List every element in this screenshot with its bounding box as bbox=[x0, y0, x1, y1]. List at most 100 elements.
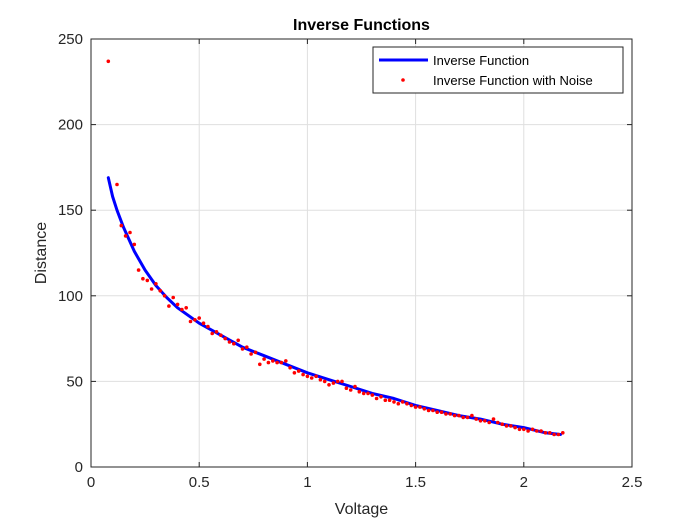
noise-point bbox=[366, 391, 370, 396]
noise-point bbox=[392, 400, 396, 404]
noise-point bbox=[115, 182, 119, 187]
noise-point bbox=[271, 359, 275, 363]
legend-point-swatch bbox=[401, 78, 405, 82]
noise-point bbox=[305, 374, 310, 379]
noise-point bbox=[457, 413, 461, 418]
noise-point bbox=[474, 417, 479, 421]
noise-point bbox=[318, 377, 323, 382]
noise-point bbox=[253, 350, 258, 355]
noise-point bbox=[275, 360, 279, 365]
noise-point bbox=[292, 371, 297, 375]
noise-point bbox=[236, 338, 240, 343]
noise-point bbox=[405, 401, 409, 406]
noise-point bbox=[136, 268, 141, 272]
noise-point bbox=[171, 295, 175, 300]
noise-point bbox=[249, 352, 253, 356]
noise-point bbox=[154, 282, 158, 286]
y-tick-label: 50 bbox=[66, 373, 83, 390]
noise-point bbox=[374, 396, 379, 401]
series-line-inverse-function bbox=[106, 176, 563, 436]
noise-point bbox=[106, 59, 111, 64]
noise-point bbox=[167, 304, 171, 308]
y-tick-label: 250 bbox=[58, 31, 83, 48]
noise-point bbox=[309, 376, 314, 380]
noise-point bbox=[258, 362, 262, 367]
y-tick-label: 100 bbox=[58, 288, 83, 305]
noise-point bbox=[396, 401, 401, 406]
noise-point bbox=[227, 340, 232, 344]
noise-point bbox=[370, 393, 375, 397]
noise-point bbox=[301, 372, 305, 377]
noise-point bbox=[206, 324, 210, 329]
noise-point bbox=[483, 419, 487, 423]
legend-box bbox=[372, 46, 624, 94]
noise-point bbox=[145, 278, 150, 283]
ticks: 0 0.5 1 1.5 2 2.5 0 50 100 150 200 250 bbox=[58, 31, 642, 491]
noise-point bbox=[379, 395, 383, 399]
noise-point bbox=[413, 405, 418, 409]
noise-point bbox=[223, 336, 227, 341]
legend-label-inverse-function-with-noise: Inverse Function with Noise bbox=[433, 73, 593, 88]
noise-point bbox=[344, 386, 349, 391]
noise-point bbox=[539, 429, 543, 433]
noise-point bbox=[296, 369, 301, 373]
noise-point bbox=[232, 341, 236, 346]
noise-point bbox=[162, 294, 167, 298]
noise-point bbox=[197, 316, 201, 320]
noise-point bbox=[262, 357, 266, 361]
noise-point bbox=[526, 429, 530, 433]
noise-point bbox=[409, 403, 414, 408]
noise-point bbox=[496, 420, 500, 425]
legend: Inverse Function Inverse Function with N… bbox=[372, 46, 624, 94]
noise-point bbox=[348, 388, 353, 392]
noise-point bbox=[383, 398, 388, 403]
plot-frame bbox=[90, 38, 633, 468]
noise-point bbox=[214, 330, 219, 334]
noise-point bbox=[361, 391, 366, 396]
noise-point bbox=[504, 424, 509, 428]
noise-point bbox=[119, 223, 124, 228]
noise-point bbox=[400, 400, 405, 404]
noise-point bbox=[426, 408, 431, 413]
noise-point bbox=[543, 431, 548, 435]
chart-title: Inverse Functions bbox=[293, 17, 430, 34]
noise-point bbox=[331, 381, 336, 385]
noise-point bbox=[530, 427, 535, 432]
noise-point bbox=[461, 415, 466, 420]
noise-point bbox=[149, 287, 154, 291]
noise-point bbox=[175, 302, 180, 307]
x-tick-label: 2 bbox=[520, 474, 528, 491]
noise-point bbox=[314, 374, 318, 379]
x-tick-label: 2.5 bbox=[622, 474, 643, 491]
noise-point bbox=[240, 347, 245, 351]
noise-point bbox=[284, 359, 288, 363]
x-axis-label: Voltage bbox=[335, 501, 388, 518]
noise-point bbox=[431, 408, 435, 413]
noise-point bbox=[470, 413, 474, 418]
noise-point bbox=[245, 345, 249, 350]
noise-point bbox=[132, 242, 137, 247]
noise-point bbox=[188, 319, 193, 324]
noise-point bbox=[128, 230, 132, 235]
noise-point bbox=[219, 333, 223, 338]
noise-point bbox=[552, 432, 556, 437]
y-tick-label: 150 bbox=[58, 202, 83, 219]
y-axis-label: Distance bbox=[33, 222, 50, 284]
noise-point bbox=[444, 412, 448, 416]
noise-point bbox=[353, 384, 357, 389]
noise-point bbox=[288, 365, 292, 370]
noise-point bbox=[210, 331, 214, 336]
noise-point bbox=[535, 429, 539, 433]
noise-point bbox=[513, 425, 517, 430]
noise-point bbox=[439, 410, 444, 415]
noise-point bbox=[327, 383, 331, 387]
noise-point bbox=[478, 419, 483, 423]
noise-point bbox=[509, 424, 513, 428]
noise-point bbox=[340, 379, 344, 384]
x-tick-label: 1 bbox=[303, 474, 311, 491]
noise-point bbox=[465, 415, 470, 420]
noise-point bbox=[357, 389, 362, 394]
noise-point bbox=[158, 288, 162, 293]
noise-point bbox=[422, 407, 427, 411]
